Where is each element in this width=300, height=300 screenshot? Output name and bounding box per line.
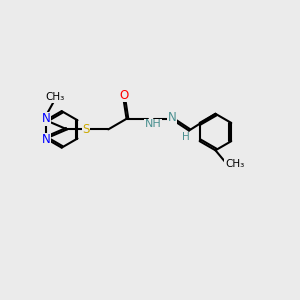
Text: N: N [41,134,50,146]
Text: S: S [82,123,90,136]
Text: CH₃: CH₃ [45,92,64,102]
Text: N: N [167,111,176,124]
Text: O: O [119,89,128,102]
Text: CH₃: CH₃ [225,159,244,169]
Text: N: N [41,112,50,125]
Text: H: H [182,132,190,142]
Text: NH: NH [145,119,161,129]
